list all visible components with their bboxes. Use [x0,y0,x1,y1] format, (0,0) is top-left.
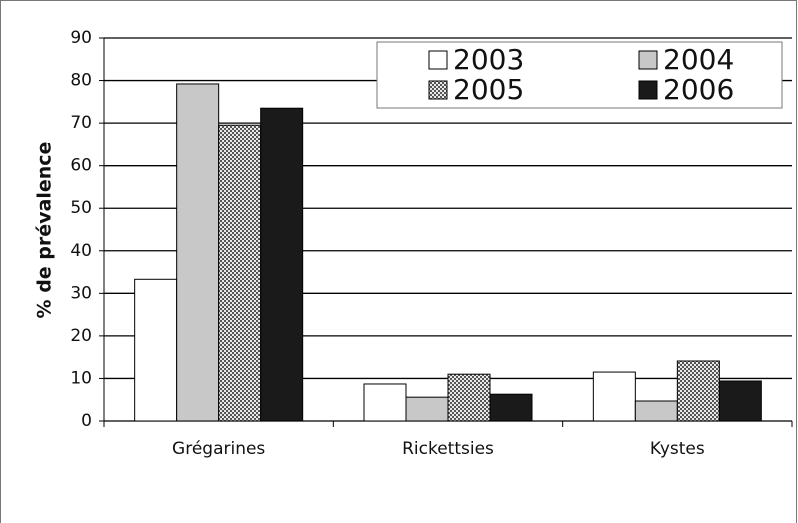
bar [260,107,304,422]
bar [718,380,762,422]
bar [405,396,449,422]
legend-label: 2004 [663,43,734,76]
legend-swatch [428,50,448,70]
y-tick-label: 90 [70,28,92,48]
legend-swatch [638,50,658,70]
legend-label: 2006 [663,73,734,106]
bar [176,83,220,422]
bar [134,278,178,422]
x-tick-label: Rickettsies [402,439,494,459]
legend-label: 2005 [453,73,524,106]
y-tick-label: 20 [70,326,92,346]
y-tick-label: 40 [70,241,92,261]
legend-swatch [638,80,658,100]
bar [447,373,491,422]
legend-swatch [428,80,448,100]
x-tick-label: Kystes [650,439,705,459]
y-axis-title: % de prévalence [34,142,56,319]
y-tick-label: 50 [70,198,92,218]
legend-label: 2003 [453,43,524,76]
bar [676,360,720,422]
y-tick-label: 30 [70,283,92,303]
y-tick-label: 80 [70,71,92,91]
y-tick-label: 0 [81,411,92,431]
bar [634,400,678,422]
y-tick-label: 10 [70,368,92,388]
x-tick-label: Grégarines [172,439,265,459]
bar [363,383,407,422]
bar [592,371,636,422]
y-tick-label: 70 [70,113,92,133]
y-tick-label: 60 [70,156,92,176]
bar [489,393,533,422]
bar [218,124,262,422]
